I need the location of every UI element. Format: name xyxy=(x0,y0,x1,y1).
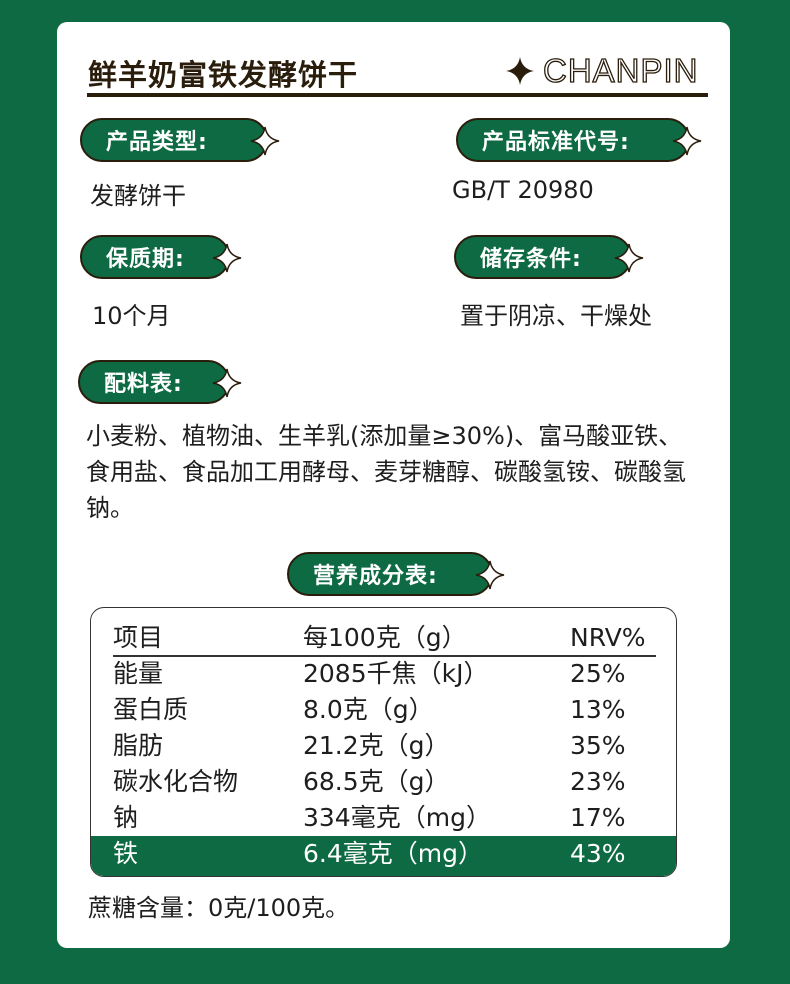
label-shelf-life: 保质期: xyxy=(80,235,242,279)
label-ingredients: 配料表: xyxy=(78,360,242,404)
sparkle-icon xyxy=(506,57,534,85)
table-header: 项目 每100克（g） NRV% xyxy=(91,620,676,656)
table-row: 钠 334毫克（mg） 17% xyxy=(113,803,626,832)
sparkle-icon xyxy=(212,243,242,273)
header-nrv: NRV% xyxy=(570,623,646,652)
sugar-footnote: 蔗糖含量：0克/100克。 xyxy=(88,894,350,922)
sparkle-icon xyxy=(212,368,242,398)
header-item: 项目 xyxy=(113,623,164,652)
header-per-100g: 每100克（g） xyxy=(303,623,467,652)
sparkle-icon xyxy=(475,560,505,590)
table-row: 碳水化合物 68.5克（g） 23% xyxy=(113,767,626,796)
label-storage: 储存条件: xyxy=(454,235,644,279)
table-row: 脂肪 21.2克（g） 35% xyxy=(113,731,626,760)
standard-code-value: GB/T 20980 xyxy=(452,176,594,204)
label-standard-code: 产品标准代号: xyxy=(456,118,702,162)
table-row-highlighted: 铁 6.4毫克（mg） 43% xyxy=(91,836,676,876)
sparkle-icon xyxy=(614,243,644,273)
brand-text: CHANPIN xyxy=(542,51,699,89)
brand: CHANPIN xyxy=(505,51,699,90)
title-divider xyxy=(87,93,708,97)
product-type-value: 发酵饼干 xyxy=(90,182,186,210)
product-card xyxy=(57,22,730,948)
table-row: 蛋白质 8.0克（g） 13% xyxy=(113,695,626,724)
product-title: 鲜羊奶富铁发酵饼干 xyxy=(88,58,359,92)
label-nutrition: 营养成分表: xyxy=(287,552,505,596)
shelf-life-value: 10个月 xyxy=(92,302,171,330)
nutrition-table: 项目 每100克（g） NRV% 能量 2085千焦（kJ） 25% 蛋白质 8.0克… xyxy=(90,607,677,877)
storage-value: 置于阴凉、干燥处 xyxy=(460,302,652,330)
ingredients-text: 小麦粉、植物油、生羊乳(添加量≥30%)、富马酸亚铁、食用盐、食品加工用酵母、麦… xyxy=(86,422,686,522)
sparkle-icon xyxy=(672,126,702,156)
label-product-type: 产品类型: xyxy=(80,118,280,162)
header-divider xyxy=(113,655,656,657)
sparkle-icon xyxy=(250,126,280,156)
table-row: 能量 2085千焦（kJ） 25% xyxy=(113,659,626,688)
